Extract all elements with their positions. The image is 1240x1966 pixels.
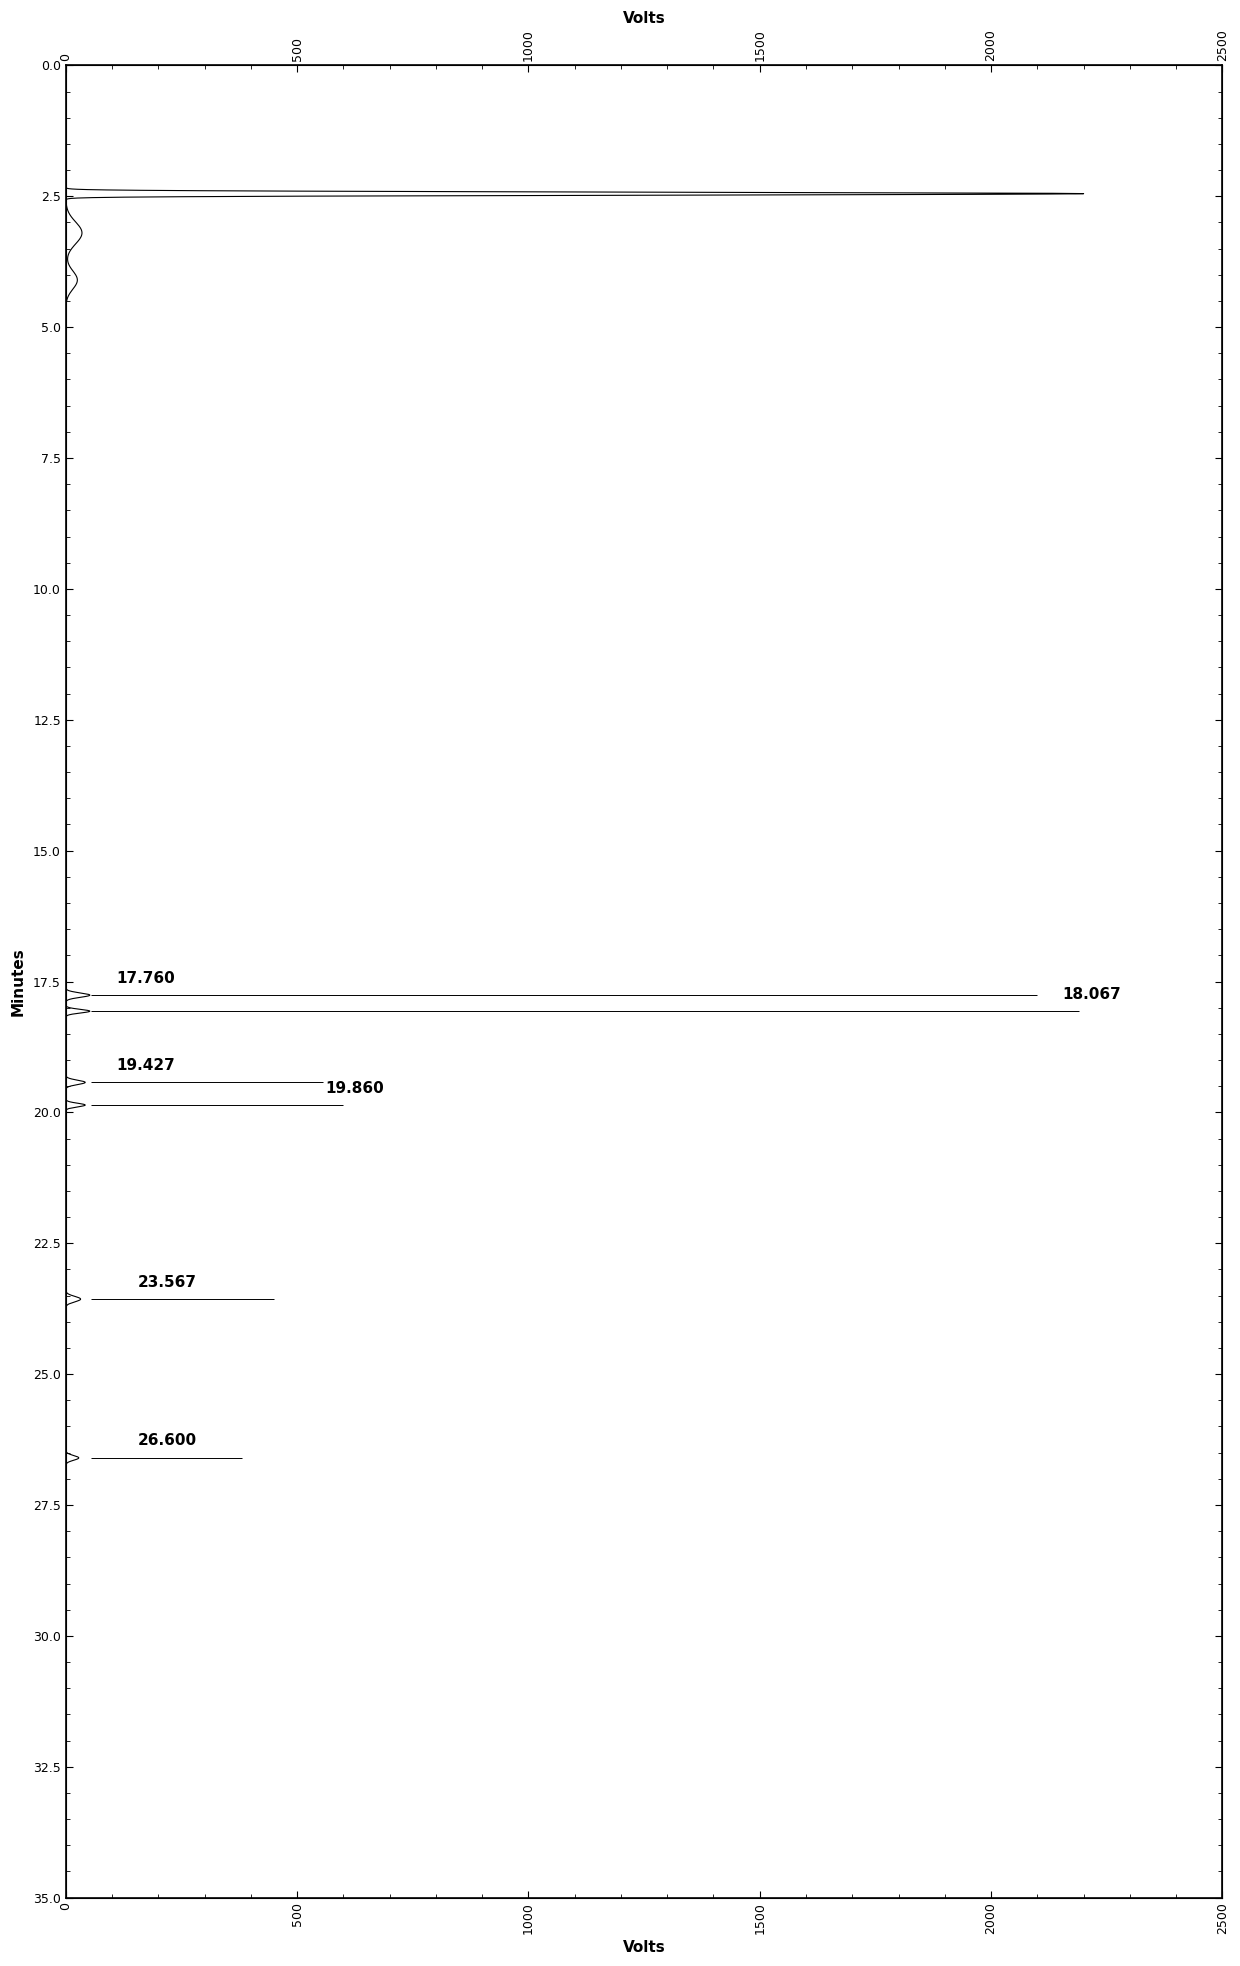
Text: 18.067: 18.067 (1063, 987, 1121, 1003)
X-axis label: Volts: Volts (622, 12, 666, 26)
Text: 17.760: 17.760 (117, 971, 175, 985)
Y-axis label: Minutes: Minutes (11, 948, 26, 1016)
Text: 19.860: 19.860 (325, 1081, 383, 1095)
Text: 26.600: 26.600 (138, 1433, 197, 1449)
X-axis label: Volts: Volts (622, 1940, 666, 1954)
Text: 23.567: 23.567 (138, 1274, 196, 1290)
Text: 19.427: 19.427 (117, 1058, 175, 1073)
